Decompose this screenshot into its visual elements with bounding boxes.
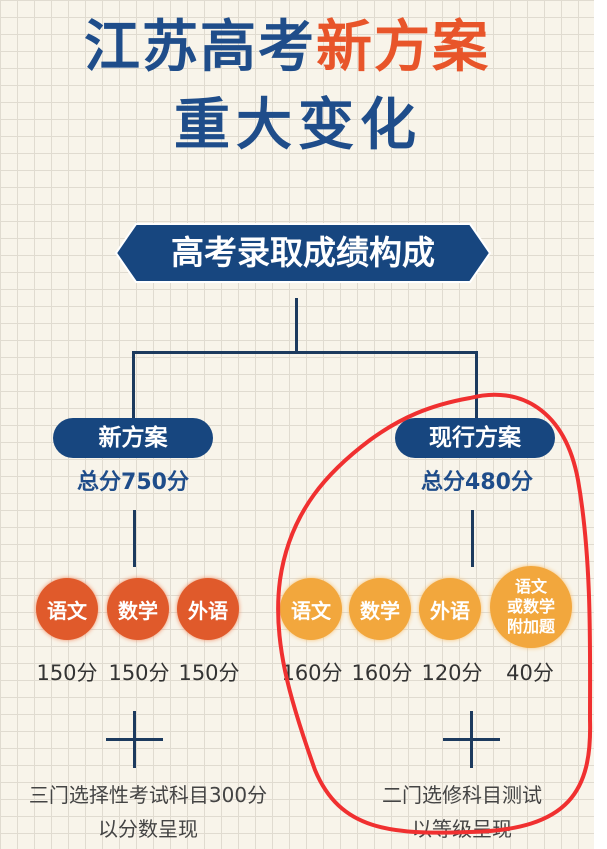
- poster: 江苏高考新方案 重大变化 高考录取成绩构成 新方案 总分750分 语文 数学 外…: [0, 0, 594, 849]
- text-line: 附加题: [506, 617, 555, 636]
- text-line: 或数学: [506, 597, 555, 616]
- subject-score: 150分: [108, 661, 170, 685]
- subject-score: 160分: [281, 661, 343, 685]
- subject-score: 120分: [421, 661, 483, 685]
- subject-circle: 语文: [280, 578, 342, 640]
- connector: [295, 298, 298, 353]
- connector: [132, 351, 478, 354]
- subject-circle: 数学: [107, 578, 169, 640]
- subject-circle: 外语: [177, 578, 239, 640]
- connector: [133, 510, 136, 567]
- connector: [475, 351, 478, 419]
- current-plan-total: 总分480分: [421, 470, 533, 495]
- current-plan-label: 现行方案: [395, 418, 555, 458]
- subject-circle-bonus: 语文 或数学 附加题: [490, 566, 572, 648]
- poster-title-line1: 江苏高考新方案: [84, 20, 490, 76]
- text-line: 语文: [514, 577, 547, 596]
- subject-score: 150分: [36, 661, 98, 685]
- plus-icon: [470, 711, 473, 768]
- text-line: 以分数呈现: [98, 817, 198, 841]
- poster-title-line2: 重大变化: [174, 93, 422, 158]
- title-blue-part: 江苏高考: [84, 15, 316, 80]
- text-line: 二门选修科目测试: [382, 783, 542, 807]
- connector: [132, 351, 135, 419]
- subject-score: 40分: [506, 661, 554, 685]
- title-orange-part: 新方案: [316, 15, 490, 80]
- new-plan-total: 总分750分: [77, 470, 189, 495]
- text-line: 三门选择性考试科目300分: [28, 783, 268, 807]
- new-plan-label: 新方案: [53, 418, 213, 458]
- subject-circle: 外语: [419, 578, 481, 640]
- subject-circle: 语文: [36, 578, 98, 640]
- subject-score: 160分: [351, 661, 413, 685]
- subject-score: 150分: [178, 661, 240, 685]
- subject-circle: 数学: [349, 578, 411, 640]
- plus-icon: [133, 711, 136, 768]
- banner-shape: [114, 223, 492, 283]
- new-plan-elective-text: 三门选择性考试科目300分 以分数呈现: [0, 778, 296, 846]
- banner-title: 高考录取成绩构成: [171, 233, 435, 272]
- connector: [471, 510, 474, 567]
